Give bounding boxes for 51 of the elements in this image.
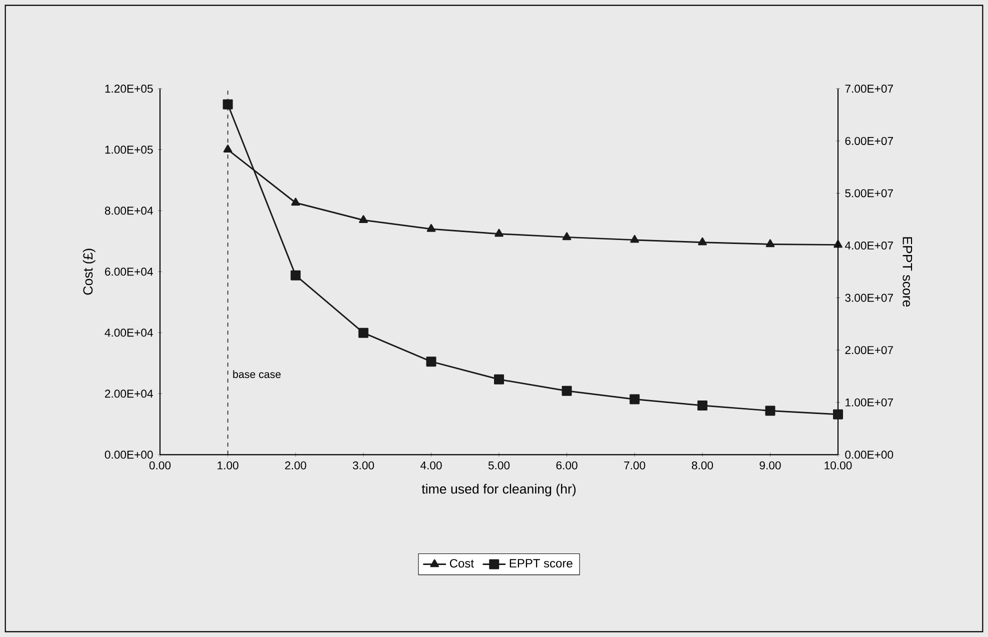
point [697, 400, 708, 411]
x-axis-title: time used for cleaning (hr) [422, 484, 576, 496]
y-tick-label: 8.00E+04 [104, 206, 153, 215]
y2-tick-label: 3.00E+07 [845, 294, 893, 302]
point [290, 270, 301, 280]
x-tick-label: 1.00 [218, 461, 238, 470]
y2-tick-label: 4.00E+07 [844, 242, 893, 250]
point [562, 232, 572, 240]
y2-tick-label: 0.00E+00 [845, 450, 894, 459]
point [222, 99, 233, 110]
x-tick-label: 2.00 [285, 461, 306, 470]
point [698, 237, 707, 246]
point [494, 228, 504, 237]
y-tick-label: 1.00E+05 [105, 146, 153, 154]
x-tick-label: 3.00 [352, 461, 374, 470]
x-tick-label: 0.00 [149, 461, 171, 470]
y-axis-title: Cost (£) [82, 248, 96, 295]
legend-label: Cost [450, 559, 474, 568]
point [562, 386, 572, 396]
point [494, 374, 504, 384]
point [630, 234, 640, 243]
x-tick-label: 7.00 [624, 461, 646, 470]
y2-tick-label: 5.00E+07 [845, 189, 893, 198]
y-tick-label: 6.00E+04 [105, 268, 153, 276]
y2-tick-label: 6.00E+07 [845, 136, 893, 145]
y-tick-label: 2.00E+04 [105, 390, 153, 398]
x-tick-label: 4.00 [420, 461, 442, 470]
ref-line-label: base case [233, 370, 281, 378]
x-tick-label: 8.00 [692, 461, 713, 470]
point [426, 356, 436, 367]
point [426, 224, 436, 232]
y2-axis-title: EPPT score [902, 237, 912, 307]
y-tick-label: 1.20E+05 [105, 84, 153, 93]
y2-tick-label: 1.00E+07 [846, 398, 893, 406]
point [358, 215, 368, 223]
legend-label: EPPT score [510, 559, 572, 568]
point [833, 409, 844, 420]
point [766, 239, 775, 248]
x-tick-label: 6.00 [556, 461, 578, 470]
y2-tick-label: 7.00E+07 [845, 84, 893, 93]
y-tick-label: 0.00E+00 [104, 450, 153, 459]
point [223, 144, 232, 153]
x-tick-label: 10.00 [824, 461, 852, 470]
point [358, 328, 368, 338]
x-tick-label: 9.00 [760, 461, 781, 470]
point [765, 406, 776, 416]
point [630, 394, 640, 404]
y-tick-label: 4.00E+04 [104, 328, 153, 337]
point [291, 198, 300, 206]
y2-tick-label: 2.00E+07 [845, 346, 893, 354]
x-tick-label: 5.00 [488, 461, 510, 470]
